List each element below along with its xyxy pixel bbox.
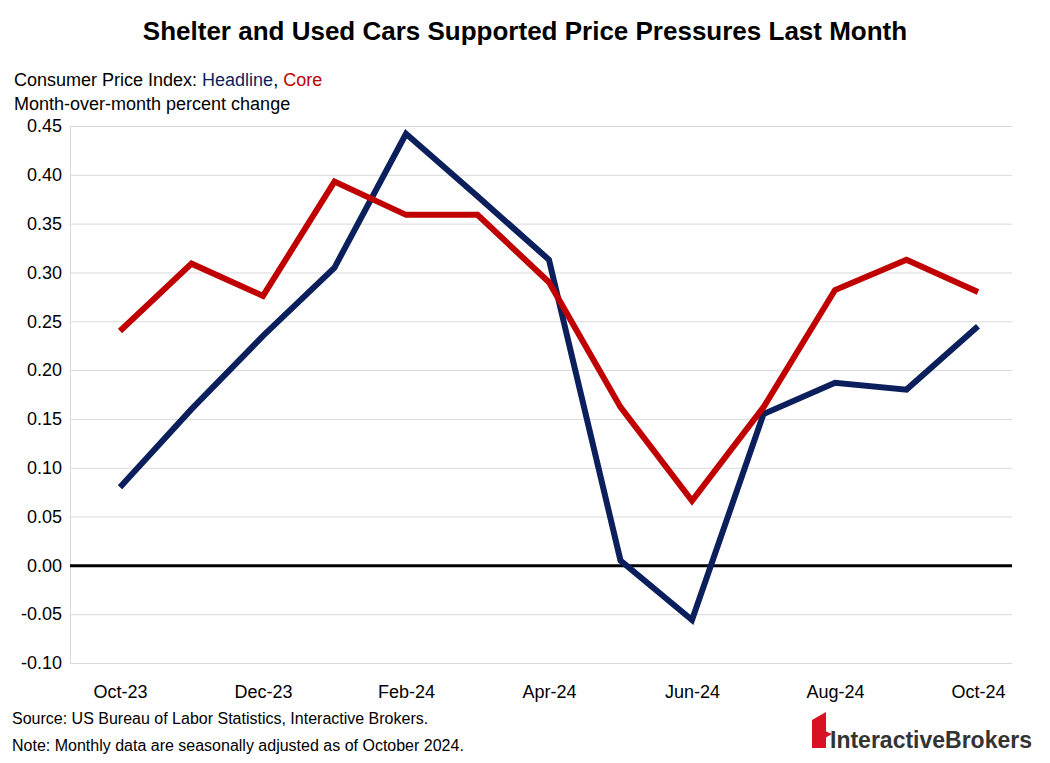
- subtitle-part: Consumer Price Index:: [14, 70, 202, 90]
- grid-line: [70, 468, 1012, 469]
- x-tick: Aug-24: [806, 663, 864, 702]
- line-series: [120, 134, 978, 620]
- title: Shelter and Used Cars Supported Price Pr…: [143, 16, 907, 46]
- x-tick: Oct-23: [93, 663, 147, 702]
- plot-area: [120, 134, 978, 620]
- grid-line: [70, 663, 1012, 664]
- y-tick-label: 0.20: [27, 360, 62, 380]
- grid-line: [70, 517, 1012, 518]
- subtitle: Consumer Price Index: Headline, Core: [14, 70, 322, 90]
- y-tick-label: 0.30: [27, 263, 62, 283]
- y-tick-label: 0.00: [27, 556, 62, 576]
- y-tick-label: 0.25: [27, 312, 62, 332]
- source: Source: US Bureau of Labor Statistics, I…: [12, 710, 428, 727]
- note: Note: Monthly data are seasonally adjust…: [12, 737, 464, 754]
- x-tick-label: Oct-23: [93, 682, 147, 702]
- x-tick: Apr-24: [522, 663, 576, 702]
- y-tick: 0.25: [27, 312, 1012, 332]
- legend-entry: Headline: [202, 70, 273, 90]
- logo: InteractiveBrokers: [830, 727, 1032, 753]
- line-series: [120, 182, 978, 501]
- y-tick: 0.45: [27, 116, 1012, 136]
- y-tick-label: 0.35: [27, 214, 62, 234]
- y-tick: 0.20: [27, 360, 1012, 380]
- x-tick-label: Feb-24: [378, 682, 435, 702]
- y-axis-label: Month-over-month percent change: [14, 94, 290, 114]
- y-tick: 0.00: [27, 556, 1012, 576]
- y-tick-label: 0.40: [27, 165, 62, 185]
- y-tick: 0.05: [27, 507, 1012, 527]
- y-tick-label: -0.05: [21, 604, 62, 624]
- x-axis-line: [121, 663, 979, 664]
- x-tick: Oct-24: [951, 663, 1005, 702]
- x-tick: Feb-24: [378, 663, 435, 702]
- subtitle-part: ,: [273, 70, 283, 90]
- x-tick: Jun-24: [665, 663, 720, 702]
- y-tick-label: 0.10: [27, 458, 62, 478]
- grid-line: [70, 370, 1012, 371]
- y-tick-label: 0.45: [27, 116, 62, 136]
- logo-icon: [812, 712, 832, 748]
- y-tick-label: 0.15: [27, 409, 62, 429]
- grid-line: [70, 321, 1012, 322]
- grid-line: [70, 419, 1012, 420]
- x-tick-label: Jun-24: [665, 682, 720, 702]
- y-tick: -0.10: [21, 653, 1012, 673]
- grid-line: [70, 126, 1012, 127]
- y-tick-label: -0.10: [21, 653, 62, 673]
- y-axis-line: [70, 127, 71, 664]
- x-tick-label: Aug-24: [806, 682, 864, 702]
- x-axis: Oct-23 Dec-23 Feb-24 Apr-24 Jun-24 Aug-24 Oct-…: [93, 663, 1005, 702]
- chart: Shelter and Used Cars Supported Price Pr…: [0, 0, 1050, 763]
- grid-line: [70, 564, 1012, 567]
- x-tick-label: Oct-24: [951, 682, 1005, 702]
- y-tick: 0.40: [27, 165, 1012, 185]
- y-tick: 0.10: [27, 458, 1012, 478]
- y-axis: -0.10 -0.05 0.00 0.05 0.10 0.15 0.20 0.25 0.30 0.…: [21, 116, 1012, 673]
- y-tick: -0.05: [21, 604, 1012, 624]
- x-tick-label: Apr-24: [522, 682, 576, 702]
- legend-entry: Core: [283, 70, 322, 90]
- y-tick-label: 0.05: [27, 507, 62, 527]
- grid-line: [70, 224, 1012, 225]
- grid-line: [70, 175, 1012, 176]
- x-tick: Dec-23: [234, 663, 292, 702]
- grid-line: [70, 614, 1012, 615]
- x-tick-label: Dec-23: [234, 682, 292, 702]
